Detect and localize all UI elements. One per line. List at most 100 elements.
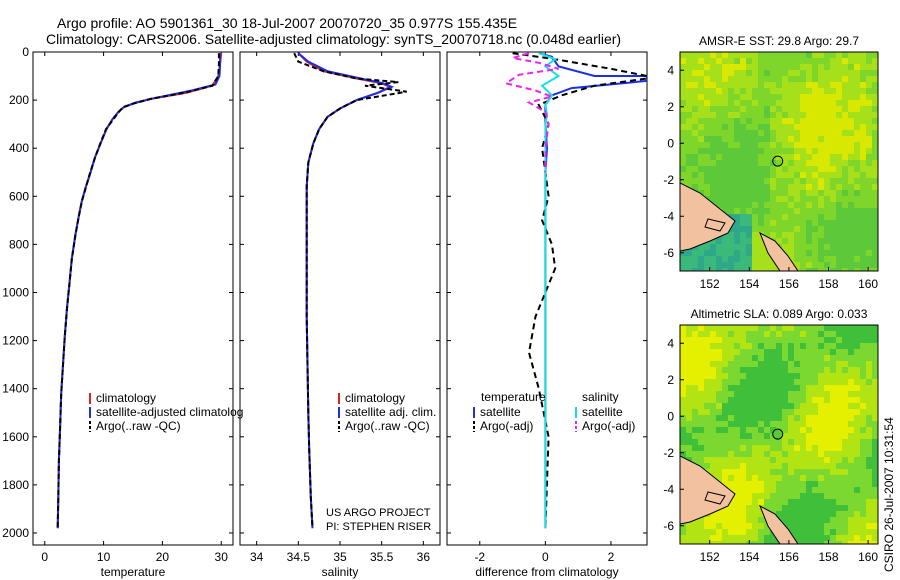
- map-cell: [716, 250, 722, 256]
- map-cell: [860, 196, 866, 202]
- map-cell: [728, 226, 734, 232]
- map-cell: [698, 535, 704, 541]
- map-cell: [848, 505, 854, 511]
- map-cell: [854, 202, 860, 208]
- map-cell: [722, 481, 728, 487]
- map-cell: [866, 202, 872, 208]
- y-tick-label: -2: [663, 173, 674, 187]
- map-cell: [872, 178, 878, 184]
- map-cell: [776, 397, 782, 403]
- map-cell: [692, 373, 698, 379]
- map-cell: [860, 178, 866, 184]
- map-cell: [740, 142, 746, 148]
- map-cell: [848, 391, 854, 397]
- map-cell: [734, 250, 740, 256]
- map-cell: [770, 331, 776, 337]
- map-cell: [836, 58, 842, 64]
- map-cell: [734, 439, 740, 445]
- map-cell: [746, 415, 752, 421]
- map-cell: [830, 262, 836, 268]
- map-cell: [782, 451, 788, 457]
- map-cell: [680, 112, 686, 118]
- map-cell: [872, 415, 878, 421]
- map-cell: [758, 463, 764, 469]
- map-cell: [746, 154, 752, 160]
- map-cell: [770, 475, 776, 481]
- series-group: [503, 52, 647, 529]
- map-cell: [842, 475, 848, 481]
- map-cell: [746, 148, 752, 154]
- map-cell: [830, 178, 836, 184]
- map-cell: [740, 250, 746, 256]
- map-cell: [758, 331, 764, 337]
- map-cell: [710, 517, 716, 523]
- map-cell: [854, 160, 860, 166]
- map-cell: [818, 130, 824, 136]
- map-cell: [680, 166, 686, 172]
- map-cell: [872, 469, 878, 475]
- map-cell: [812, 397, 818, 403]
- map-cell: [860, 535, 866, 541]
- map-cell: [704, 397, 710, 403]
- map-cell: [728, 70, 734, 76]
- map-cell: [836, 367, 842, 373]
- map-cell: [824, 238, 830, 244]
- map-cell: [788, 106, 794, 112]
- map-cell: [692, 112, 698, 118]
- map-cell: [866, 64, 872, 70]
- map-cell: [764, 535, 770, 541]
- map-cell: [848, 178, 854, 184]
- map-cell: [728, 136, 734, 142]
- map-cell: [794, 331, 800, 337]
- map-cell: [740, 64, 746, 70]
- map-cell: [836, 475, 842, 481]
- map-cell: [866, 439, 872, 445]
- map-cell: [860, 325, 866, 331]
- map-cell: [704, 541, 710, 544]
- map-cell: [752, 451, 758, 457]
- map-cell: [746, 397, 752, 403]
- map-cell: [800, 244, 806, 250]
- map-cell: [794, 166, 800, 172]
- map-cell: [782, 160, 788, 166]
- map-cell: [752, 349, 758, 355]
- map-cell: [782, 331, 788, 337]
- map-cell: [818, 196, 824, 202]
- map-cell: [860, 166, 866, 172]
- map-cell: [704, 136, 710, 142]
- map-cell: [680, 427, 686, 433]
- map-cell: [716, 469, 722, 475]
- map-cell: [830, 481, 836, 487]
- map-cell: [836, 244, 842, 250]
- map-cell: [800, 403, 806, 409]
- map-cell: [788, 112, 794, 118]
- map-cell: [680, 433, 686, 439]
- map-cell: [788, 427, 794, 433]
- map-cell: [692, 172, 698, 178]
- map-cell: [812, 433, 818, 439]
- map-cell: [770, 451, 776, 457]
- map-cell: [788, 94, 794, 100]
- map-cell: [698, 421, 704, 427]
- map-cell: [782, 214, 788, 220]
- legend-label: satellite: [582, 405, 623, 419]
- map-cell: [794, 178, 800, 184]
- map-cell: [716, 82, 722, 88]
- figure-title-line1: Argo profile: AO 5901361_30 18-Jul-2007 …: [57, 15, 518, 31]
- map-cell: [770, 505, 776, 511]
- map-cell: [872, 397, 878, 403]
- map-cell: [800, 343, 806, 349]
- map-cell: [824, 421, 830, 427]
- map-cell: [800, 355, 806, 361]
- map-cell: [854, 70, 860, 76]
- legend-label: satellite-adjusted climatolog: [96, 405, 243, 419]
- map-cell: [806, 367, 812, 373]
- map-cell: [710, 88, 716, 94]
- map-cell: [854, 385, 860, 391]
- map-cell: [746, 529, 752, 535]
- map-cell: [710, 160, 716, 166]
- map-cell: [710, 469, 716, 475]
- map-cell: [842, 250, 848, 256]
- map-cell: [836, 232, 842, 238]
